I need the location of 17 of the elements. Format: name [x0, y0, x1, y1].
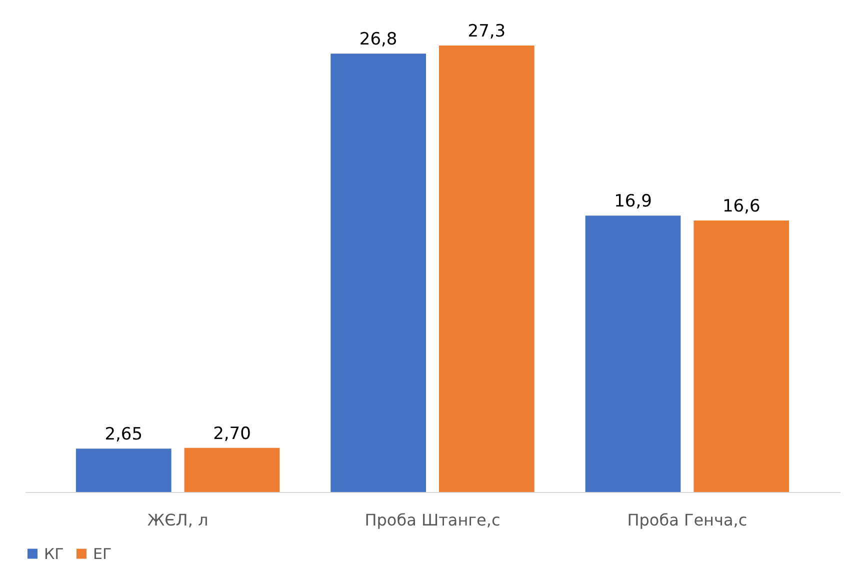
- bar: [330, 54, 426, 492]
- data-label: 16,6: [722, 196, 760, 216]
- bar: [184, 448, 280, 492]
- data-label: 26,8: [359, 30, 398, 50]
- bar: [76, 448, 172, 492]
- data-label: 2,70: [213, 424, 251, 444]
- x-tick-label: Проба Штанге,с: [364, 510, 500, 530]
- legend-label: КГ: [44, 544, 64, 563]
- x-tick-label: Проба Генча,с: [627, 510, 748, 530]
- legend-label: ЕГ: [93, 544, 112, 563]
- data-label: 2,65: [104, 424, 143, 445]
- x-tick-label: ЖЄЛ, л: [147, 510, 208, 530]
- data-label: 16,9: [614, 192, 652, 212]
- bar: [439, 45, 534, 492]
- bar: [585, 216, 681, 492]
- data-label: 27,3: [468, 21, 506, 42]
- bar: [694, 220, 790, 492]
